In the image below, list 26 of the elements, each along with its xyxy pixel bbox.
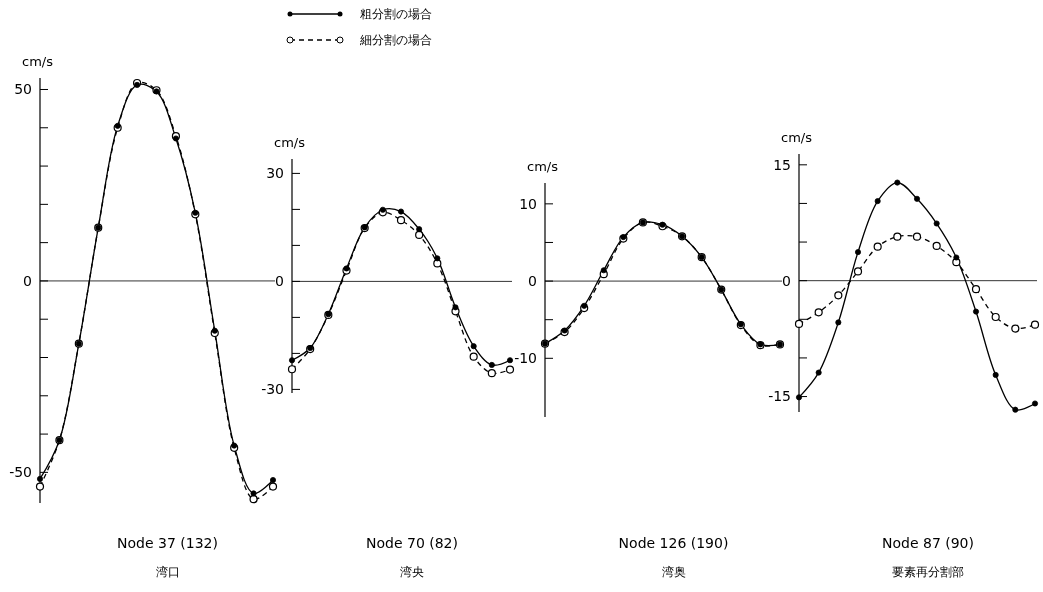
y-axis-title: cm/s — [781, 130, 813, 145]
text: 要素再分割部 — [892, 565, 964, 579]
y-axis-title: cm/s — [22, 54, 54, 69]
y-tick-label: 30 — [266, 165, 284, 182]
x-axis-title: Node 126 (190) — [618, 535, 729, 551]
y-tick-label: -10 — [514, 350, 537, 367]
y-tick-label: 0 — [782, 272, 791, 289]
y-tick-label: 0 — [275, 273, 284, 290]
y-tick-label: 10 — [519, 195, 537, 212]
x-axis-title: Node 87 (90) — [882, 535, 974, 551]
y-axis-title: cm/s — [274, 135, 306, 150]
legend-label: 細分割の場合 — [359, 33, 432, 48]
y-axis-title: cm/s — [527, 159, 559, 174]
legend-label: 粗分割の場合 — [360, 7, 432, 22]
y-tick-label: -50 — [9, 464, 32, 481]
x-axis-title: Node 70 (82) — [366, 535, 458, 551]
x-axis-title: Node 37 (132) — [117, 535, 218, 551]
y-tick-label: 0 — [528, 272, 537, 289]
y-tick-label: -30 — [261, 381, 284, 398]
text: 湾央 — [400, 565, 424, 579]
text: 湾奥 — [661, 565, 686, 579]
y-tick-label: -15 — [768, 388, 791, 405]
y-tick-label: 50 — [14, 81, 32, 98]
y-tick-label: 15 — [773, 156, 791, 173]
text: 湾口 — [155, 565, 180, 579]
y-tick-label: 0 — [23, 272, 32, 289]
